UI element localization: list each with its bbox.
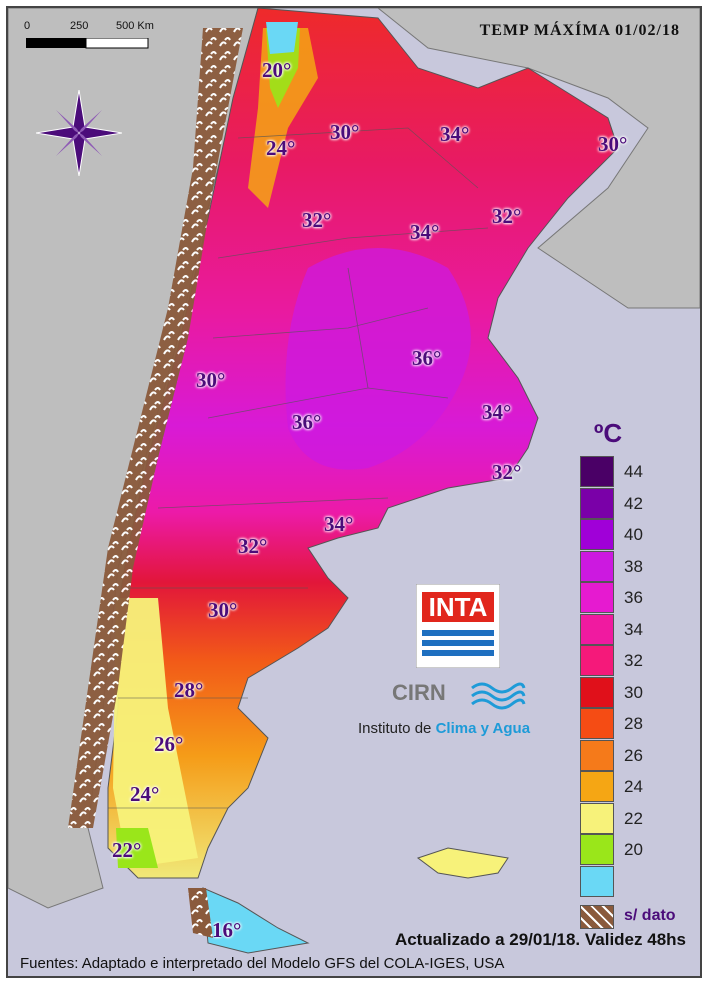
isotherm-label: 34° <box>440 122 470 146</box>
legend-label: 22 <box>624 808 643 828</box>
heat-core <box>285 248 471 470</box>
legend-swatch <box>580 865 614 897</box>
isotherm-label: 32° <box>492 204 522 228</box>
isotherm-label: 28° <box>174 678 204 702</box>
inta-logo: INTA <box>416 584 500 668</box>
malvinas-islands <box>416 847 509 879</box>
institute-name: Instituto de Clima y Agua <box>358 720 530 737</box>
legend-swatch <box>580 739 614 771</box>
northwest-cool <box>248 28 318 208</box>
legend-label: 44 <box>624 462 643 481</box>
isotherm-label: 30° <box>196 368 226 392</box>
province-borders <box>108 127 489 809</box>
neighbor-land <box>8 8 700 309</box>
map-frame: TEMP MÁXÍMA 01/02/18 0 250 500 Km 20° 24… <box>6 6 702 978</box>
legend-label: 32 <box>624 651 643 670</box>
legend-label: 30 <box>624 682 643 702</box>
isotherm-label: 30° <box>330 120 360 144</box>
svg-text:INTA: INTA <box>429 592 488 622</box>
scale-bar-graphic <box>26 38 149 49</box>
legend-label: 38 <box>624 556 643 576</box>
legend-swatch <box>580 456 614 487</box>
tierra-del-fuego-no-data <box>188 888 213 938</box>
patagonia-south <box>116 828 158 868</box>
compass-rose-icon <box>36 90 122 176</box>
map-title: TEMP MÁXÍMA 01/02/18 <box>479 22 680 39</box>
legend-swatch <box>580 676 614 708</box>
scale-label-0: 0 <box>24 20 31 32</box>
update-notice: Actualizado a 29/01/18. Validez 48hs <box>394 930 686 949</box>
isotherm-label: 30° <box>598 132 628 156</box>
scale-label-250: 250 <box>70 20 89 32</box>
legend-swatch <box>580 582 614 613</box>
legend-label: 20 <box>624 840 643 859</box>
scale-bar: 0 250 500 Km <box>24 20 174 60</box>
legend-swatch <box>580 519 614 550</box>
isotherm-label: 36° <box>292 410 322 434</box>
andes-no-data <box>68 28 243 828</box>
legend-label: 42 <box>624 493 643 513</box>
scale-label-500: 500 Km <box>116 20 154 32</box>
legend-unit: ºC <box>593 418 623 448</box>
legend-label: 24 <box>624 777 643 796</box>
legend-label: 28 <box>624 714 643 733</box>
legend-no-data-label: s/ dato <box>624 907 676 924</box>
legend-label: 40 <box>624 525 643 544</box>
institute-highlight: Clima y Agua <box>435 720 531 737</box>
legend-label: 26 <box>624 745 643 765</box>
isotherm-label: 36° <box>412 346 442 370</box>
temperature-map <box>8 8 700 954</box>
isotherm-label: 24° <box>266 136 296 160</box>
sources-footer: Fuentes: Adaptado e interpretado del Mod… <box>20 955 505 972</box>
legend-label: 34 <box>624 619 643 639</box>
isotherm-label: 24° <box>130 782 160 806</box>
isotherm-label: 34° <box>482 400 512 424</box>
tierra-del-fuego <box>202 887 310 954</box>
isotherm-label: 32° <box>238 534 268 558</box>
legend-swatch <box>580 834 614 865</box>
cirn-logo-text: CIRN <box>392 680 446 705</box>
isotherm-label: 34° <box>324 512 354 536</box>
water-waves-icon <box>471 682 526 710</box>
legend-swatch <box>580 708 614 739</box>
northwest-coolest <box>266 22 298 54</box>
legend-swatch-no-data <box>580 905 614 929</box>
legend-label: 36 <box>624 588 643 607</box>
legend-swatch <box>580 613 614 645</box>
institute-prefix: Instituto de <box>358 720 436 737</box>
color-legend: ºC 44 42 40 38 36 34 32 30 28 26 24 22 20 s/ dato <box>578 418 698 929</box>
patagonia-west <box>113 598 198 868</box>
legend-swatch <box>580 771 614 802</box>
isotherm-label: 30° <box>208 598 238 622</box>
legend-swatch <box>580 550 614 582</box>
isotherm-label: 32° <box>492 460 522 484</box>
legend-swatch <box>580 487 614 519</box>
legend-swatch <box>580 802 614 834</box>
legend-swatch <box>580 645 614 676</box>
isotherm-label: 26° <box>154 732 184 756</box>
isotherm-label: 34° <box>410 220 440 244</box>
isotherm-label: 20° <box>262 58 292 82</box>
isotherm-label: 16° <box>212 918 242 942</box>
isotherm-label: 32° <box>302 208 332 232</box>
isotherm-label: 22° <box>112 838 142 862</box>
